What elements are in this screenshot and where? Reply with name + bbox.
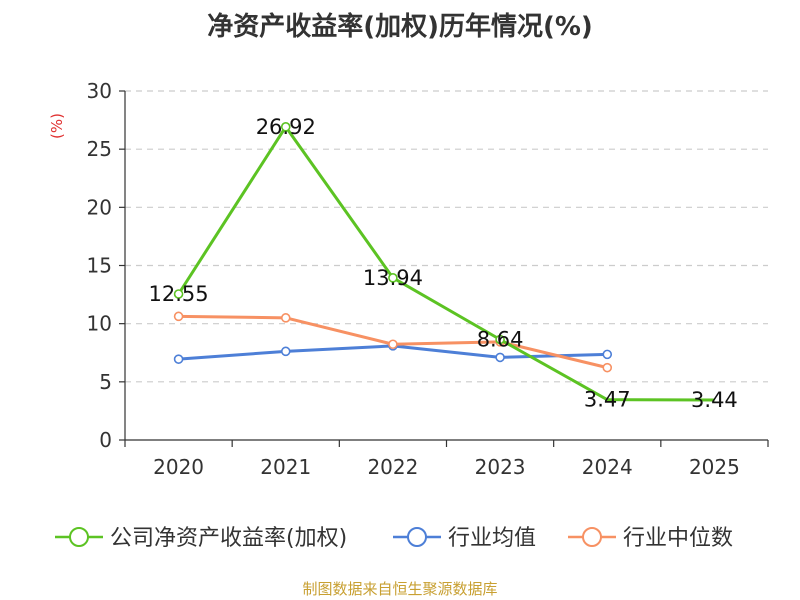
x-tick-label-2023: 2023: [475, 455, 526, 479]
data-label-2024: 3.47: [584, 388, 631, 412]
legend-label-2: 行业中位数: [623, 526, 733, 551]
grid-lines: [125, 90, 768, 383]
legend-item-1[interactable]: 行业均值: [393, 526, 536, 551]
point-1-2023: [495, 352, 505, 363]
point-0-2021: [280, 122, 291, 132]
point-0-2023: [495, 334, 505, 345]
legend-label-0: 公司净资产收益率(加权): [110, 526, 347, 551]
x-tick-label-2021: 2021: [260, 455, 311, 479]
x-tick-label-2022: 2022: [367, 455, 418, 479]
point-2-2022: [388, 339, 398, 350]
y-tick-label-20: 20: [87, 195, 112, 219]
data-label-2022: 13.94: [363, 266, 423, 290]
legend-marker-2: [582, 527, 602, 547]
legend[interactable]: 公司净资产收益率(加权) 行业均值 行业中位数: [55, 526, 733, 551]
point-2-2021: [280, 313, 291, 323]
legend-label-1: 行业均值: [448, 526, 536, 551]
point-1-2020: [173, 354, 184, 364]
legend-item-2[interactable]: 行业中位数: [568, 526, 733, 551]
point-1-2021: [280, 346, 291, 357]
data-label-2023: 8.64: [477, 327, 524, 351]
point-0-2022: [388, 273, 398, 283]
legend-item-0[interactable]: 公司净资产收益率(加权): [55, 526, 347, 551]
y-tick-label-30: 30: [87, 79, 112, 103]
y-tick-label-15: 15: [87, 254, 112, 278]
x-tick-label-2020: 2020: [153, 455, 204, 479]
y-tick-label-25: 25: [87, 137, 112, 161]
chart-title: 净资产收益率(加权)历年情况(%): [207, 12, 593, 42]
series-line-0: [177, 125, 715, 402]
y-tick-label-0: 0: [99, 428, 112, 452]
data-label-2021: 26.92: [256, 115, 316, 139]
legend-marker-0: [69, 527, 89, 547]
series: 12.55 26.92 13.94 8.64 3.47 3.44: [149, 115, 738, 412]
legend-marker-1: [407, 527, 427, 547]
y-tick-label-5: 5: [99, 370, 112, 394]
point-1-2024: [602, 349, 613, 360]
data-label-2025: 3.44: [691, 388, 738, 412]
point-2-2020: [173, 311, 184, 322]
y-tick-label-10: 10: [87, 312, 112, 336]
x-tick-label-2024: 2024: [582, 455, 633, 479]
point-2-2024: [602, 362, 613, 373]
point-0-2020: [173, 289, 184, 299]
x-tick-label-2025: 2025: [689, 455, 740, 479]
data-label-2020: 12.55: [149, 282, 209, 306]
source-note: 制图数据来自恒生聚源数据库: [302, 580, 498, 598]
y-axis-label: (%): [48, 113, 66, 139]
